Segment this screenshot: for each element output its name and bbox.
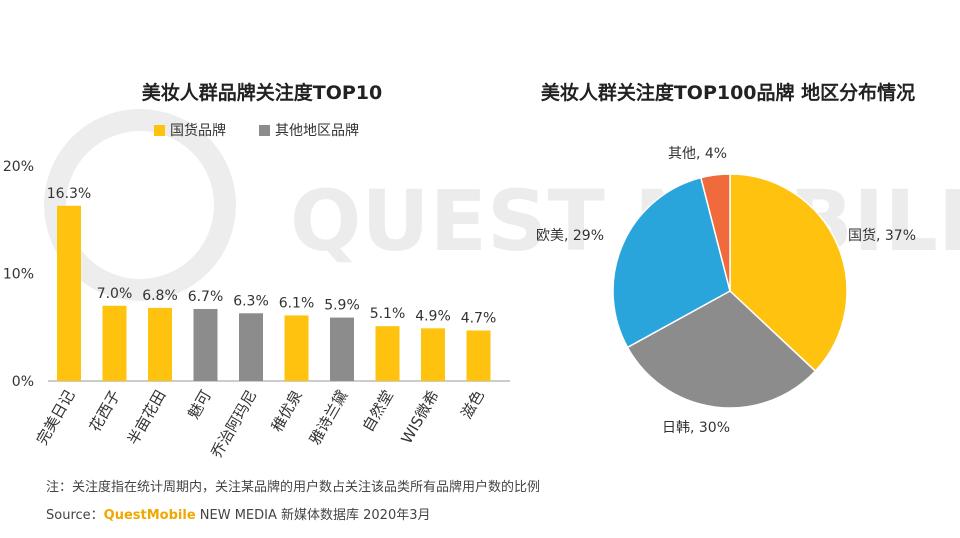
y-axis: 0% 10% 20%: [3, 159, 34, 390]
source-line: Source：QuestMobile NEW MEDIA 新媒体数据库 2020…: [46, 504, 431, 523]
pie-slice-label: 欧美, 29%: [536, 228, 604, 244]
bar: [421, 328, 445, 381]
pie-chart-title: 美妆人群关注度TOP100品牌 地区分布情况: [541, 81, 915, 104]
legend-swatch-domestic: [154, 125, 165, 136]
bar-value-label: 6.3%: [233, 293, 269, 309]
footnote: 注：关注度指在统计周期内，关注某品牌的用户数占关注该品类所有品牌用户数的比例: [46, 480, 541, 495]
bar: [239, 313, 263, 381]
x-tick-label: 滋色: [457, 387, 488, 422]
pie-slice: [626, 290, 817, 409]
bar: [193, 308, 218, 381]
x-tick-label: 雅诗兰黛: [306, 387, 352, 448]
pie-slice-label: 其他, 4%: [668, 146, 727, 162]
pie: 国货, 37% 日韩, 30% 欧美, 29% 其他, 4%: [536, 146, 916, 436]
bar: [466, 330, 491, 381]
x-tick-label: 半亩花田: [124, 387, 170, 448]
pie-slice-label: 国货, 37%: [848, 227, 916, 244]
bar-chart-title: 美妆人群品牌关注度TOP10: [142, 81, 382, 104]
bar: [375, 326, 400, 381]
pie-slice-label: 日韩, 30%: [662, 420, 730, 436]
x-tick-label: 魅可: [184, 387, 215, 422]
x-tick-label: 花西子: [86, 387, 124, 435]
y-tick-label: 20%: [3, 159, 34, 175]
x-tick-label: 自然堂: [359, 387, 397, 435]
bar-value-label: 16.3%: [47, 186, 91, 202]
bar: [148, 307, 172, 381]
bar-legend: 国货品牌 其他地区品牌: [154, 122, 359, 139]
bar: [57, 205, 81, 381]
bar-value-label: 7.0%: [97, 286, 133, 302]
pie-slice: [699, 173, 731, 292]
x-tick-label: WIS微希: [397, 387, 442, 447]
bar: [330, 317, 354, 381]
bar: [102, 305, 127, 381]
y-tick-label: 0%: [12, 374, 34, 390]
source-rest: NEW MEDIA 新媒体数据库 2020年3月: [195, 508, 431, 523]
legend-swatch-other-region: [259, 125, 270, 136]
bar-value-label: 4.7%: [461, 310, 497, 326]
bar-value-label: 4.9%: [415, 308, 451, 324]
watermark-logo-icon: [44, 109, 236, 301]
pie-slice: [729, 173, 848, 373]
bar-value-label: 6.8%: [142, 288, 178, 304]
bar-value-label: 6.7%: [188, 289, 224, 305]
pie-slice: [612, 176, 731, 349]
x-tick-label: 乔治阿玛尼: [207, 387, 260, 461]
bar: [284, 315, 309, 381]
x-tick-label: 完美日记: [33, 387, 79, 448]
legend-label-other-region: 其他地区品牌: [275, 122, 359, 139]
source-prefix: Source：: [46, 508, 104, 523]
bar-value-label: 6.1%: [279, 295, 315, 311]
y-tick-label: 10%: [3, 267, 34, 283]
source-brand: QuestMobile: [103, 508, 196, 523]
bar-value-label: 5.1%: [370, 306, 406, 322]
legend-label-domestic: 国货品牌: [170, 122, 226, 139]
x-tick-label: 稚优泉: [268, 387, 306, 435]
bar-value-label: 5.9%: [324, 298, 360, 314]
